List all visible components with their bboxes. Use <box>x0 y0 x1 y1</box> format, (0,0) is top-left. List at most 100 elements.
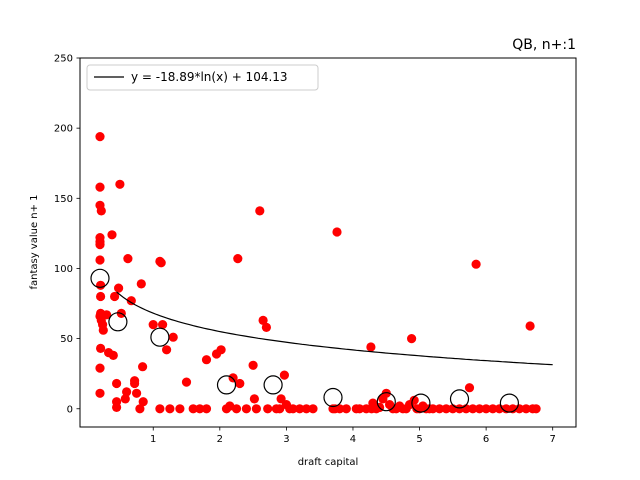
data-point <box>126 296 136 306</box>
data-point <box>407 334 417 344</box>
data-point <box>195 404 205 414</box>
bin-mean-marker <box>376 392 396 412</box>
data-point <box>514 404 525 414</box>
x-axis-label: draft capital <box>298 457 359 468</box>
data-point <box>96 343 106 353</box>
data-point <box>332 227 342 237</box>
data-point <box>295 404 305 414</box>
data-point <box>464 383 475 393</box>
data-point <box>279 370 289 380</box>
data-point <box>355 404 365 414</box>
y-axis: 0 50 100 150 200 250 <box>54 54 80 415</box>
data-point <box>474 404 485 414</box>
y-tick-label: 0 <box>67 404 73 415</box>
data-point <box>95 255 105 265</box>
data-point <box>122 387 132 397</box>
data-point <box>175 404 185 414</box>
data-point <box>96 280 106 290</box>
data-point <box>249 394 259 404</box>
data-point <box>120 394 130 404</box>
data-point <box>494 404 504 414</box>
data-point <box>261 322 271 332</box>
bin-mean-marker <box>449 389 470 409</box>
x-tick-label: 5 <box>416 434 422 445</box>
legend-box <box>86 64 319 91</box>
data-point <box>102 310 112 320</box>
data-point <box>181 377 192 387</box>
data-point <box>216 345 226 355</box>
data-point <box>96 291 106 302</box>
data-point <box>231 404 242 414</box>
data-point <box>263 404 273 414</box>
data-point <box>235 378 245 389</box>
data-point <box>454 404 465 414</box>
data-point <box>162 345 172 355</box>
data-point <box>201 404 212 414</box>
bin-mean-marker <box>323 387 343 408</box>
data-point <box>112 378 122 389</box>
data-point <box>228 373 238 383</box>
data-point <box>488 404 498 414</box>
fit-line <box>116 291 553 366</box>
x-tick-label: 4 <box>350 434 356 445</box>
data-point <box>233 254 243 264</box>
data-point <box>188 404 198 414</box>
legend-fit-label: y = -18.89*ln(x) + 104.13 <box>131 70 288 84</box>
y-tick-label: 200 <box>54 124 73 135</box>
data-point <box>308 404 318 414</box>
data-point <box>155 404 165 414</box>
data-point <box>241 404 251 414</box>
data-point <box>366 342 376 352</box>
data-point <box>255 206 265 216</box>
bin-mean-marker <box>411 393 431 413</box>
y-tick-label: 150 <box>54 194 73 205</box>
legend: y = -18.89*ln(x) + 104.13 <box>86 64 319 91</box>
data-point <box>428 404 438 414</box>
data-point <box>258 315 268 325</box>
data-point <box>508 404 518 414</box>
data-point <box>95 182 105 192</box>
data-point <box>148 320 158 330</box>
data-point <box>471 259 481 269</box>
axes-frame <box>79 57 577 428</box>
data-point <box>248 360 258 370</box>
chart-title: QB, n+:1 <box>512 37 576 53</box>
data-point <box>201 355 212 365</box>
data-point <box>275 404 285 414</box>
data-point <box>288 404 298 414</box>
y-tick-label: 50 <box>60 334 73 345</box>
data-point <box>341 404 351 414</box>
data-point <box>95 132 105 142</box>
data-point <box>138 362 148 372</box>
data-point <box>138 397 148 407</box>
data-point <box>108 350 118 360</box>
data-point <box>481 404 491 414</box>
data-point <box>95 388 105 398</box>
data-point <box>531 404 541 414</box>
data-point <box>130 378 140 389</box>
y-tick-label: 250 <box>54 54 73 65</box>
bin-mean-marker <box>263 375 283 395</box>
y-axis-label: fantasy value n+ 1 <box>29 194 40 289</box>
bin-mean-marker <box>150 327 170 347</box>
x-tick-label: 6 <box>483 434 489 445</box>
data-point <box>251 404 261 414</box>
data-point <box>501 404 511 414</box>
x-tick-label: 2 <box>217 434 223 445</box>
data-point <box>110 291 120 302</box>
data-point <box>468 404 478 414</box>
data-point <box>98 325 108 335</box>
data-point <box>136 279 146 289</box>
bin-mean-marker <box>499 393 519 413</box>
data-point <box>115 179 125 189</box>
data-point <box>96 206 106 216</box>
bin-mean-marker <box>90 268 110 288</box>
data-point <box>107 230 117 240</box>
data-point <box>525 321 535 331</box>
data-point <box>301 404 311 414</box>
bin-mean-marker <box>216 375 237 395</box>
data-point <box>441 404 451 414</box>
data-point <box>112 402 122 412</box>
data-point <box>132 388 142 398</box>
